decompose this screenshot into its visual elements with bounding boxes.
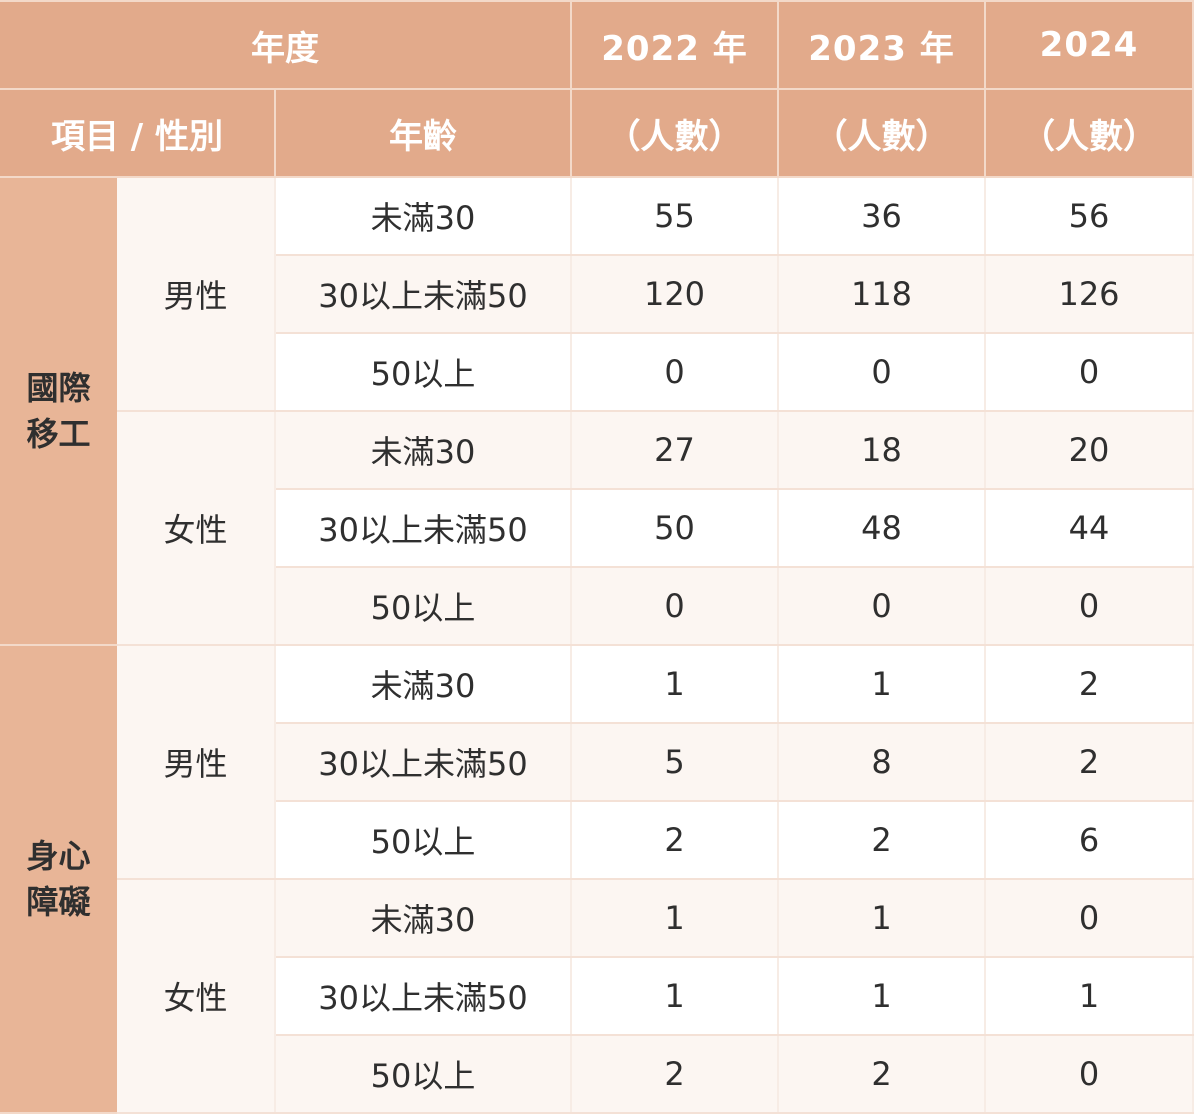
- age-label: 年齡: [274, 88, 572, 178]
- value-cell: 1: [571, 879, 779, 958]
- table-row: 50以上 2 2 0: [0, 1035, 1194, 1114]
- value-cell: 5: [571, 723, 779, 802]
- value-cell: 6: [985, 801, 1194, 880]
- unit-label-2024: （人數）: [984, 88, 1194, 178]
- year-2022: 2022 年: [570, 0, 779, 90]
- value-cell: 1: [571, 645, 779, 724]
- value-cell: 0: [985, 567, 1194, 646]
- value-cell: 1: [778, 957, 986, 1036]
- value-cell: 20: [985, 411, 1194, 490]
- value-cell: 0: [985, 333, 1194, 412]
- value-cell: 1: [985, 957, 1194, 1036]
- value-cell: 48: [778, 489, 986, 568]
- year-label: 年度: [0, 0, 572, 90]
- value-cell: 0: [778, 567, 986, 646]
- value-cell: 2: [985, 723, 1194, 802]
- category-label: 國際 移工: [0, 177, 117, 646]
- year-2023: 2023 年: [777, 0, 986, 90]
- value-cell: 118: [778, 255, 986, 334]
- value-cell: 8: [778, 723, 986, 802]
- table-row: 身心 障礙 男性 未滿30 1 1 2: [0, 645, 1194, 1114]
- table-row: 30以上未滿50 5 8 2: [0, 723, 1194, 802]
- value-cell: 2: [571, 1035, 779, 1114]
- value-cell: 1: [778, 645, 986, 724]
- value-cell: 27: [571, 411, 779, 490]
- age-cell: 50以上: [275, 1035, 572, 1114]
- value-cell: 126: [985, 255, 1194, 334]
- value-cell: 50: [571, 489, 779, 568]
- gender-label: 男性: [117, 645, 276, 880]
- gender-label: 男性: [117, 177, 276, 412]
- value-cell: 0: [985, 879, 1194, 958]
- value-cell: 44: [985, 489, 1194, 568]
- table-row: 女性 未滿30 27 18 20: [0, 411, 1194, 646]
- value-cell: 1: [571, 957, 779, 1036]
- gender-label: 女性: [117, 411, 276, 646]
- table-row: 30以上未滿50 1 1 1: [0, 957, 1194, 1036]
- age-cell: 30以上未滿50: [275, 957, 572, 1036]
- age-cell: 未滿30: [275, 177, 572, 256]
- category-label-line: 身心: [26, 837, 91, 875]
- unit-label-2023: （人數）: [777, 88, 986, 178]
- value-cell: 18: [778, 411, 986, 490]
- table-row: 國際 移工 男性 未滿30 55 36 56: [0, 177, 1194, 646]
- value-cell: 0: [778, 333, 986, 412]
- age-cell: 未滿30: [275, 411, 572, 490]
- header-row-years: 年度 2022 年 2023 年 2024: [0, 0, 1194, 90]
- value-cell: 0: [571, 567, 779, 646]
- value-cell: 1: [778, 879, 986, 958]
- age-cell: 30以上未滿50: [275, 723, 572, 802]
- gender-label: 女性: [117, 879, 276, 1114]
- age-cell: 30以上未滿50: [275, 489, 572, 568]
- age-cell: 未滿30: [275, 645, 572, 724]
- item-gender-label: 項目 / 性別: [0, 88, 276, 178]
- value-cell: 55: [571, 177, 779, 256]
- header-row-units: 項目 / 性別 年齡 （人數） （人數） （人數）: [0, 88, 1194, 178]
- value-cell: 0: [571, 333, 779, 412]
- year-2024: 2024: [984, 0, 1194, 90]
- age-cell: 50以上: [275, 567, 572, 646]
- age-cell: 50以上: [275, 801, 572, 880]
- value-cell: 2: [571, 801, 779, 880]
- value-cell: 56: [985, 177, 1194, 256]
- unit-label-2022: （人數）: [570, 88, 779, 178]
- value-cell: 2: [985, 645, 1194, 724]
- table-row: 50以上 0 0 0: [0, 567, 1194, 646]
- age-cell: 未滿30: [275, 879, 572, 958]
- value-cell: 36: [778, 177, 986, 256]
- value-cell: 2: [778, 1035, 986, 1114]
- age-cell: 30以上未滿50: [275, 255, 572, 334]
- table-row: 30以上未滿50 50 48 44: [0, 489, 1194, 568]
- value-cell: 0: [985, 1035, 1194, 1114]
- age-cell: 50以上: [275, 333, 572, 412]
- category-label-line: 移工: [26, 415, 91, 453]
- value-cell: 2: [778, 801, 986, 880]
- category-label-line: 國際: [26, 369, 91, 407]
- value-cell: 120: [571, 255, 779, 334]
- category-label-line: 障礙: [26, 883, 91, 921]
- table-row: 50以上 0 0 0: [0, 333, 1194, 412]
- category-label: 身心 障礙: [0, 645, 117, 1114]
- table-row: 女性 未滿30 1 1 0: [0, 879, 1194, 1114]
- table-row: 50以上 2 2 6: [0, 801, 1194, 880]
- table-row: 30以上未滿50 120 118 126: [0, 255, 1194, 334]
